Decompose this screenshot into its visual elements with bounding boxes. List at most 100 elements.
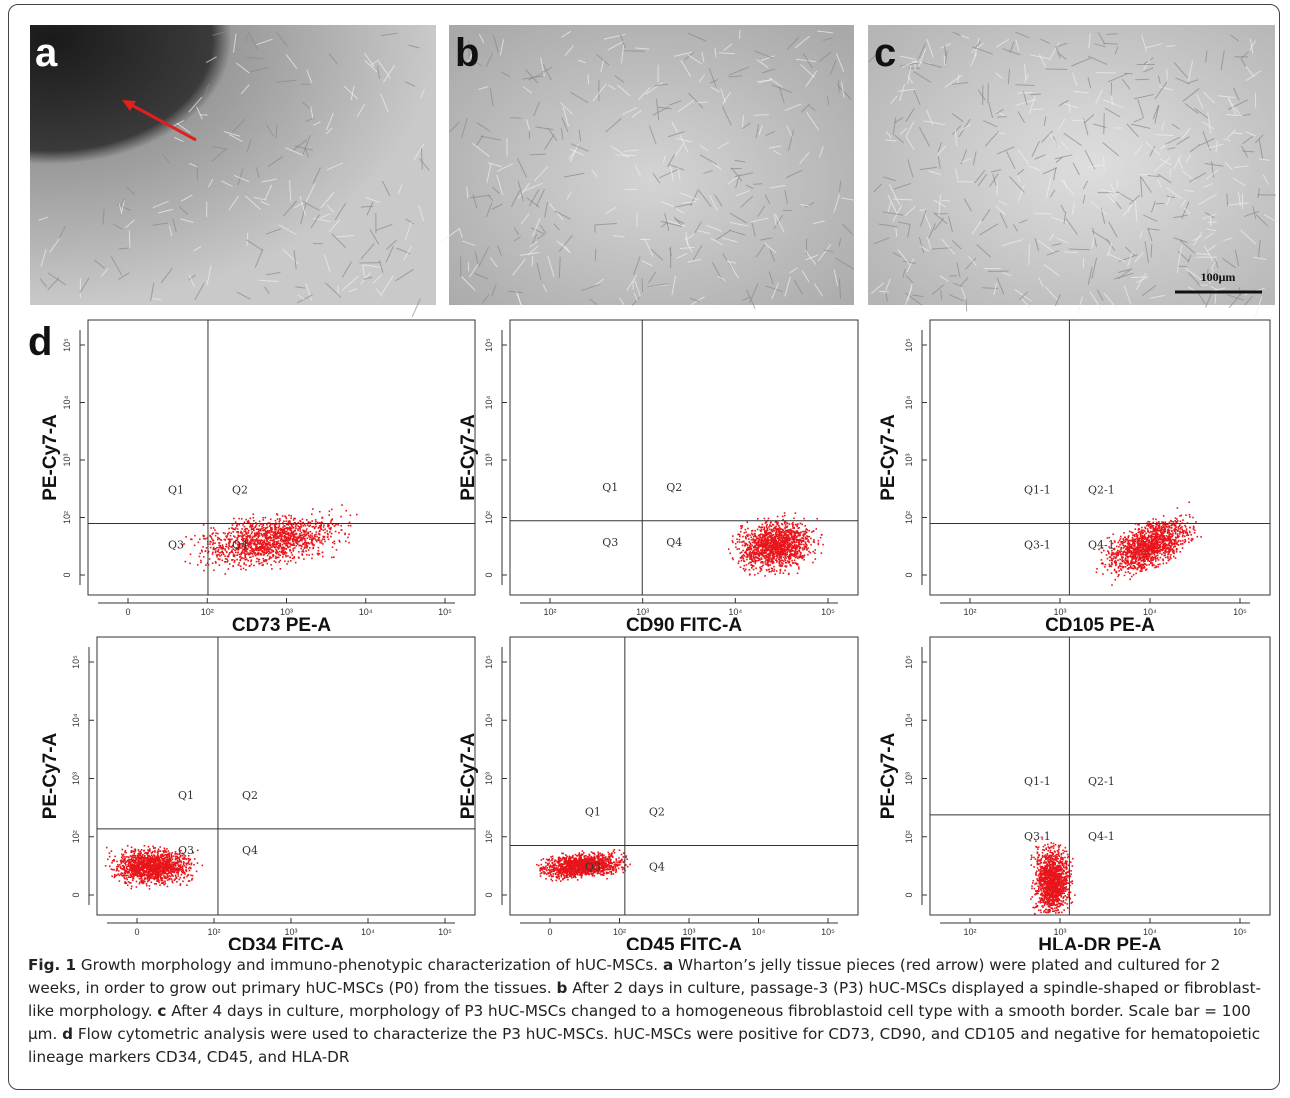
event-dot <box>218 558 220 560</box>
event-dot <box>263 544 265 546</box>
event-dot <box>235 552 237 554</box>
event-dot <box>261 533 263 535</box>
cell <box>839 80 840 92</box>
event-dot <box>1140 564 1142 566</box>
event-dot <box>757 550 759 552</box>
event-dot <box>1172 534 1174 536</box>
event-dot <box>203 570 205 572</box>
event-dot <box>1138 564 1140 566</box>
event-dot <box>209 541 211 543</box>
event-dot <box>776 552 778 554</box>
event-dot <box>232 552 234 554</box>
event-dot <box>791 533 793 535</box>
event-dot <box>237 531 239 533</box>
event-dot <box>1102 563 1104 565</box>
event-dot <box>1122 557 1124 559</box>
event-dot <box>770 546 772 548</box>
event-dot <box>795 563 797 565</box>
event-dot <box>245 553 247 555</box>
event-dot <box>321 540 323 542</box>
event-dot <box>293 541 295 543</box>
cell <box>1178 266 1187 267</box>
event-dot <box>766 525 768 527</box>
event-dot <box>805 528 807 530</box>
event-dot <box>751 567 753 569</box>
event-dot <box>230 535 232 537</box>
event-dot <box>251 564 253 566</box>
event-dot <box>784 538 786 540</box>
event-dot <box>327 534 329 536</box>
event-dot <box>749 549 751 551</box>
event-dot <box>1134 561 1136 563</box>
event-dot <box>266 550 268 552</box>
figure: a b c 100μm d Q1Q2Q3Q4010²10³10⁴10⁵10⁵10… <box>0 0 1290 950</box>
x-axis-label: CD90 FITC-A <box>626 615 742 636</box>
event-dot <box>250 543 252 545</box>
event-dot <box>305 534 307 536</box>
event-dot <box>332 542 334 544</box>
event-dot <box>1122 551 1124 553</box>
event-dot <box>775 539 777 541</box>
event-dot <box>245 519 247 521</box>
x-tick-label: 10⁵ <box>438 607 452 617</box>
event-dot <box>219 552 221 554</box>
event-dot <box>786 522 788 524</box>
event-dot <box>1127 565 1129 567</box>
event-dot <box>794 536 796 538</box>
event-dot <box>319 537 321 539</box>
event-dot <box>740 557 742 559</box>
event-dot <box>765 545 767 547</box>
event-dot <box>295 562 297 564</box>
event-dot <box>1172 532 1174 534</box>
event-dot <box>1172 542 1174 544</box>
event-dot <box>1181 526 1183 528</box>
event-dot <box>256 558 258 560</box>
event-dot <box>247 560 249 562</box>
event-dot <box>777 528 779 530</box>
event-dot <box>1147 558 1149 560</box>
event-dot <box>296 539 298 541</box>
event-dot <box>1096 572 1098 574</box>
event-dot <box>257 548 259 550</box>
event-dot <box>1170 558 1172 560</box>
event-dot <box>241 536 243 538</box>
event-dot <box>768 559 770 561</box>
event-dot <box>350 525 352 527</box>
event-dot <box>290 528 292 530</box>
event-dot <box>244 529 246 531</box>
event-dot <box>294 547 296 549</box>
event-dot <box>1140 571 1142 573</box>
event-dot <box>268 541 270 543</box>
event-dot <box>289 546 291 548</box>
event-dot <box>270 519 272 521</box>
y-tick-label: 10⁵ <box>62 338 72 352</box>
event-dot <box>299 540 301 542</box>
event-dot <box>796 526 798 528</box>
event-dot <box>1145 533 1147 535</box>
event-dot <box>211 533 213 535</box>
event-dot <box>1156 558 1158 560</box>
event-dot <box>775 559 777 561</box>
event-dot <box>278 546 280 548</box>
event-dot <box>243 568 245 570</box>
event-dot <box>1180 540 1182 542</box>
event-dot <box>284 539 286 541</box>
event-dot <box>286 521 288 523</box>
event-dot <box>815 558 817 560</box>
event-dot <box>785 540 787 542</box>
event-dot <box>194 545 196 547</box>
event-dot <box>773 561 775 563</box>
event-dot <box>348 525 350 527</box>
event-dot <box>263 561 265 563</box>
event-dot <box>772 568 774 570</box>
event-dot <box>212 553 214 555</box>
event-dot <box>286 563 288 565</box>
event-dot <box>261 528 263 530</box>
event-dot <box>235 521 237 523</box>
event-dot <box>285 554 287 556</box>
event-dot <box>757 557 759 559</box>
event-dot <box>1122 538 1124 540</box>
event-dot <box>813 539 815 541</box>
event-dot <box>762 546 764 548</box>
plot-frame <box>510 320 858 595</box>
